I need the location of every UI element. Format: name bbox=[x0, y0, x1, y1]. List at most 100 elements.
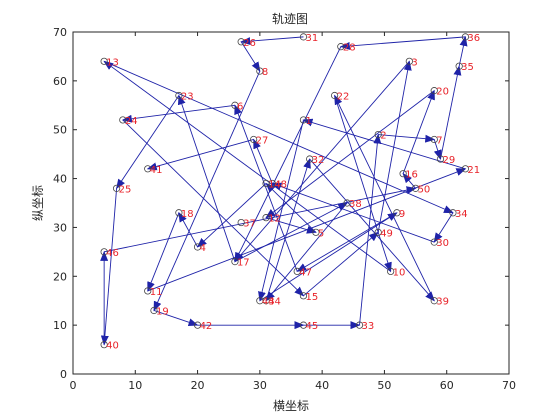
point-label: 43 bbox=[262, 297, 275, 308]
point-label: 18 bbox=[181, 209, 194, 220]
route-segment bbox=[100, 188, 118, 346]
point-marker bbox=[405, 57, 413, 65]
route-segment bbox=[259, 212, 398, 302]
point-marker bbox=[299, 292, 308, 300]
x-tick-label: 50 bbox=[377, 379, 391, 392]
point-label: 50 bbox=[418, 184, 431, 195]
point-marker bbox=[256, 67, 264, 75]
route-segment bbox=[309, 158, 435, 302]
point-marker bbox=[193, 243, 202, 251]
route-segment bbox=[265, 182, 317, 233]
route-segment bbox=[147, 212, 180, 292]
point-label: 30 bbox=[436, 238, 449, 249]
point-label: 9 bbox=[399, 209, 405, 220]
point-label: 16 bbox=[405, 170, 418, 181]
route-segment bbox=[378, 134, 436, 143]
x-tick-label: 0 bbox=[70, 379, 77, 392]
point-marker bbox=[299, 33, 308, 41]
route-segment bbox=[377, 60, 412, 233]
point-marker bbox=[393, 209, 401, 217]
point-marker bbox=[144, 287, 152, 295]
point-marker bbox=[293, 267, 301, 275]
point-marker bbox=[436, 155, 445, 163]
route-segment bbox=[458, 35, 468, 67]
point-marker bbox=[231, 258, 239, 266]
point-label: 46 bbox=[106, 248, 119, 259]
point-label: 49 bbox=[380, 228, 393, 239]
point-label: 21 bbox=[467, 165, 480, 176]
point-label: 38 bbox=[349, 199, 362, 210]
point-marker bbox=[343, 199, 351, 207]
point-label: 25 bbox=[119, 184, 132, 195]
point-marker bbox=[374, 228, 382, 236]
point-labels: 1234567891011121314151617181920212223242… bbox=[106, 33, 480, 352]
route-segment bbox=[153, 310, 199, 327]
route-segment bbox=[146, 139, 254, 171]
route-segment bbox=[116, 95, 180, 190]
x-tick-label: 40 bbox=[315, 379, 329, 392]
point-label: 26 bbox=[243, 38, 256, 49]
point-label: 10 bbox=[393, 267, 406, 278]
point-label: 14 bbox=[268, 179, 281, 190]
point-marker bbox=[262, 214, 270, 222]
point-label: 2 bbox=[380, 131, 386, 142]
route-segment bbox=[196, 183, 267, 248]
y-axis-title: 纵坐标 bbox=[31, 185, 45, 221]
point-marker bbox=[231, 101, 239, 109]
point-label: 23 bbox=[181, 92, 194, 103]
point-label: 22 bbox=[337, 92, 350, 103]
route-segment bbox=[271, 182, 435, 243]
point-label: 8 bbox=[262, 67, 268, 78]
route-segment bbox=[240, 41, 261, 72]
point-label: 28 bbox=[343, 43, 356, 54]
point-marker bbox=[250, 135, 258, 144]
route-segment bbox=[234, 104, 298, 272]
route-segment bbox=[234, 202, 348, 263]
route-segment bbox=[302, 118, 466, 170]
y-tick-label: 10 bbox=[53, 319, 67, 332]
route-segment bbox=[265, 202, 348, 302]
point-marker bbox=[237, 218, 245, 227]
x-tick-label: 70 bbox=[502, 379, 516, 392]
point-label: 37 bbox=[243, 219, 256, 230]
route-segment bbox=[103, 60, 454, 214]
point-label: 41 bbox=[150, 165, 163, 176]
x-tick-label: 30 bbox=[253, 379, 267, 392]
point-marker bbox=[100, 57, 108, 65]
point-marker bbox=[150, 306, 158, 315]
route-segment bbox=[258, 119, 304, 302]
x-tick-label: 20 bbox=[191, 379, 205, 392]
point-marker bbox=[411, 184, 420, 192]
route-segment bbox=[122, 119, 305, 297]
point-marker bbox=[306, 155, 314, 163]
point-markers bbox=[100, 33, 469, 349]
point-marker bbox=[100, 248, 108, 256]
point-marker bbox=[449, 209, 457, 217]
point-marker bbox=[144, 165, 152, 173]
point-label: 45 bbox=[305, 321, 318, 332]
point-marker bbox=[461, 33, 469, 41]
point-label: 31 bbox=[305, 33, 318, 44]
point-marker bbox=[193, 321, 202, 329]
point-label: 15 bbox=[305, 292, 318, 303]
point-label: 36 bbox=[467, 33, 480, 44]
point-label: 39 bbox=[436, 297, 449, 308]
point-label: 11 bbox=[150, 287, 163, 298]
point-label: 47 bbox=[299, 267, 312, 278]
point-label: 4 bbox=[200, 243, 206, 254]
route-segment bbox=[234, 46, 342, 263]
point-label: 7 bbox=[436, 135, 442, 146]
point-label: 35 bbox=[461, 62, 474, 73]
point-marker bbox=[330, 91, 339, 100]
route-segment bbox=[104, 186, 417, 253]
y-tick-label: 0 bbox=[60, 368, 67, 381]
point-label: 44 bbox=[268, 297, 281, 308]
point-marker bbox=[374, 131, 382, 139]
point-marker bbox=[113, 184, 121, 192]
point-marker bbox=[312, 228, 320, 236]
point-label: 34 bbox=[455, 209, 468, 220]
point-marker bbox=[119, 116, 127, 124]
route-segment bbox=[339, 36, 466, 50]
point-label: 27 bbox=[256, 135, 269, 146]
